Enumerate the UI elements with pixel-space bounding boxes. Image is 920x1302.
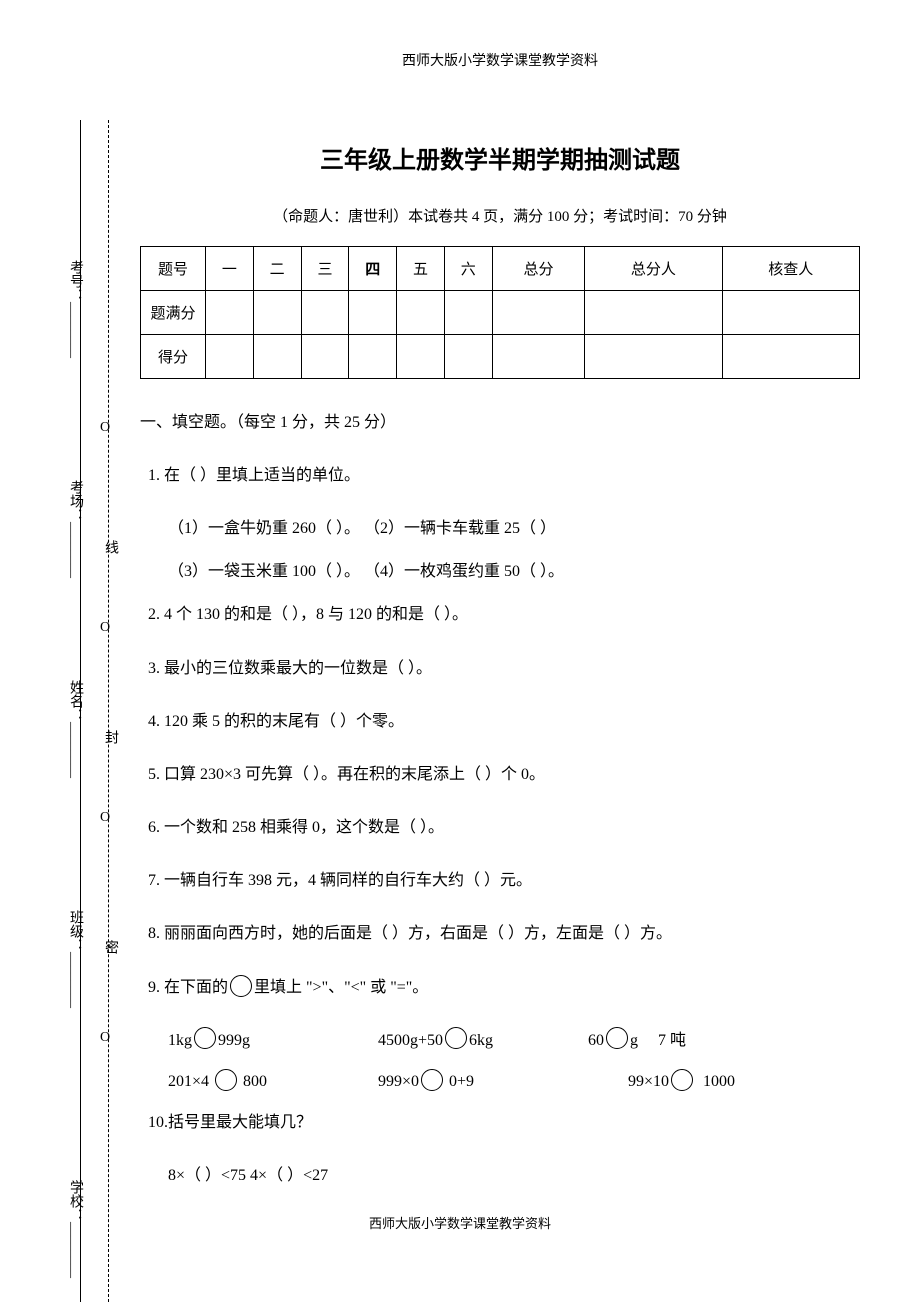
row-header: 题号 [141, 247, 206, 291]
question-10-1: 8×（ ）<75 4×（ ）<27 [140, 1158, 860, 1193]
q9-val: 0+9 [449, 1064, 474, 1099]
blank-circle [606, 1027, 628, 1049]
q9-val: 60 [588, 1023, 604, 1058]
col-header: 一 [206, 247, 254, 291]
col-header: 总分人 [585, 247, 722, 291]
q9-val: 1kg [168, 1023, 192, 1058]
cell [349, 291, 397, 335]
exam-subtitle: （命题人：唐世利）本试卷共 4 页，满分 100 分；考试时间：70 分钟 [140, 205, 860, 226]
page-header: 西师大版小学数学课堂教学资料 [140, 50, 860, 70]
cell [397, 335, 445, 379]
question-7: 7. 一辆自行车 398 元，4 辆同样的自行车大约（ ）元。 [140, 863, 860, 898]
col-header: 二 [253, 247, 301, 291]
q9-val: 1000 [703, 1064, 735, 1099]
section-1-title: 一、填空题。（每空 1 分，共 25 分） [140, 409, 860, 438]
col-header: 五 [397, 247, 445, 291]
cell [492, 291, 585, 335]
col-header: 六 [444, 247, 492, 291]
page-footer: 西师大版小学数学课堂教学资料 [0, 1213, 920, 1232]
binding-marker: O [100, 620, 110, 636]
cell [206, 335, 254, 379]
question-9-row-1: 1kg 999g 4500g+50 6kg 60 g 7 吨 [140, 1023, 860, 1058]
cell [301, 335, 349, 379]
binding-marker: O [100, 1030, 110, 1046]
cell [722, 335, 859, 379]
question-8: 8. 丽丽面向西方时，她的后面是（ ）方，右面是（ ）方，左面是（ ）方。 [140, 916, 860, 951]
col-header: 四 [349, 247, 397, 291]
blank-circle [215, 1069, 237, 1091]
question-9-row-2: 201×4 800 999×0 0+9 99×10 1000 [140, 1064, 860, 1099]
question-3: 3. 最小的三位数乘最大的一位数是（ ）。 [140, 651, 860, 686]
cell [585, 335, 722, 379]
question-1-2: （3）一袋玉米重 100（ ）。 （4）一枚鸡蛋约重 50（ ）。 [140, 554, 860, 589]
q9-val: 800 [243, 1064, 267, 1099]
cell [444, 335, 492, 379]
binding-label-class: 班级：________ [65, 910, 85, 1008]
q9-val: 7 吨 [658, 1023, 686, 1058]
cell [585, 291, 722, 335]
cell [253, 335, 301, 379]
blank-circle [671, 1069, 693, 1091]
table-row: 题满分 [141, 291, 860, 335]
cell [444, 291, 492, 335]
row-header: 题满分 [141, 291, 206, 335]
q9-text-b: 里填上 ">"、"<" 或 "="。 [254, 979, 428, 996]
q9-text-a: 9. 在下面的 [148, 979, 228, 996]
table-row: 得分 [141, 335, 860, 379]
cell [397, 291, 445, 335]
blank-circle [230, 975, 252, 997]
q9-val: 6kg [469, 1023, 493, 1058]
binding-margin: 学校：________ 班级：________ 姓名：________ 考场：_… [30, 120, 120, 1302]
question-1: 1. 在（ ）里填上适当的单位。 [140, 458, 860, 493]
binding-char-xian: 线 [100, 540, 120, 554]
cell [206, 291, 254, 335]
table-row: 题号 一 二 三 四 五 六 总分 总分人 核查人 [141, 247, 860, 291]
question-6: 6. 一个数和 258 相乘得 0，这个数是（ ）。 [140, 810, 860, 845]
binding-marker: O [100, 420, 110, 436]
binding-char-feng: 封 [100, 730, 120, 744]
cell [301, 291, 349, 335]
blank-circle [421, 1069, 443, 1091]
question-1-1: （1）一盒牛奶重 260（ ）。 （2）一辆卡车载重 25（ ） [140, 511, 860, 546]
binding-marker: O [100, 810, 110, 826]
question-2: 2. 4 个 130 的和是（ ），8 与 120 的和是（ ）。 [140, 597, 860, 632]
cell [722, 291, 859, 335]
q9-val: 999g [218, 1023, 250, 1058]
binding-label-number: 考号：________ [65, 260, 85, 358]
binding-label-room: 考场：________ [65, 480, 85, 578]
q9-val: 999×0 [378, 1064, 419, 1099]
question-10: 10.括号里最大能填几？ [140, 1105, 860, 1140]
question-9: 9. 在下面的 里填上 ">"、"<" 或 "="。 [140, 970, 860, 1005]
cell [253, 291, 301, 335]
q9-val: 4500g+50 [378, 1023, 443, 1058]
blank-circle [194, 1027, 216, 1049]
blank-circle [445, 1027, 467, 1049]
score-table: 题号 一 二 三 四 五 六 总分 总分人 核查人 题满分 得分 [140, 246, 860, 379]
question-4: 4. 120 乘 5 的积的末尾有（ ）个零。 [140, 704, 860, 739]
binding-dashed-line [108, 120, 109, 1302]
q9-val: 201×4 [168, 1064, 209, 1099]
cell [349, 335, 397, 379]
col-header: 三 [301, 247, 349, 291]
binding-char-mi: 密 [100, 940, 120, 954]
col-header: 核查人 [722, 247, 859, 291]
col-header: 总分 [492, 247, 585, 291]
cell [492, 335, 585, 379]
binding-label-name: 姓名：________ [65, 680, 85, 778]
row-header: 得分 [141, 335, 206, 379]
q9-val: 99×10 [628, 1064, 669, 1099]
q9-val: g [630, 1023, 638, 1058]
question-5: 5. 口算 230×3 可先算（ ）。再在积的末尾添上（ ）个 0。 [140, 757, 860, 792]
exam-title: 三年级上册数学半期学期抽测试题 [140, 140, 860, 175]
